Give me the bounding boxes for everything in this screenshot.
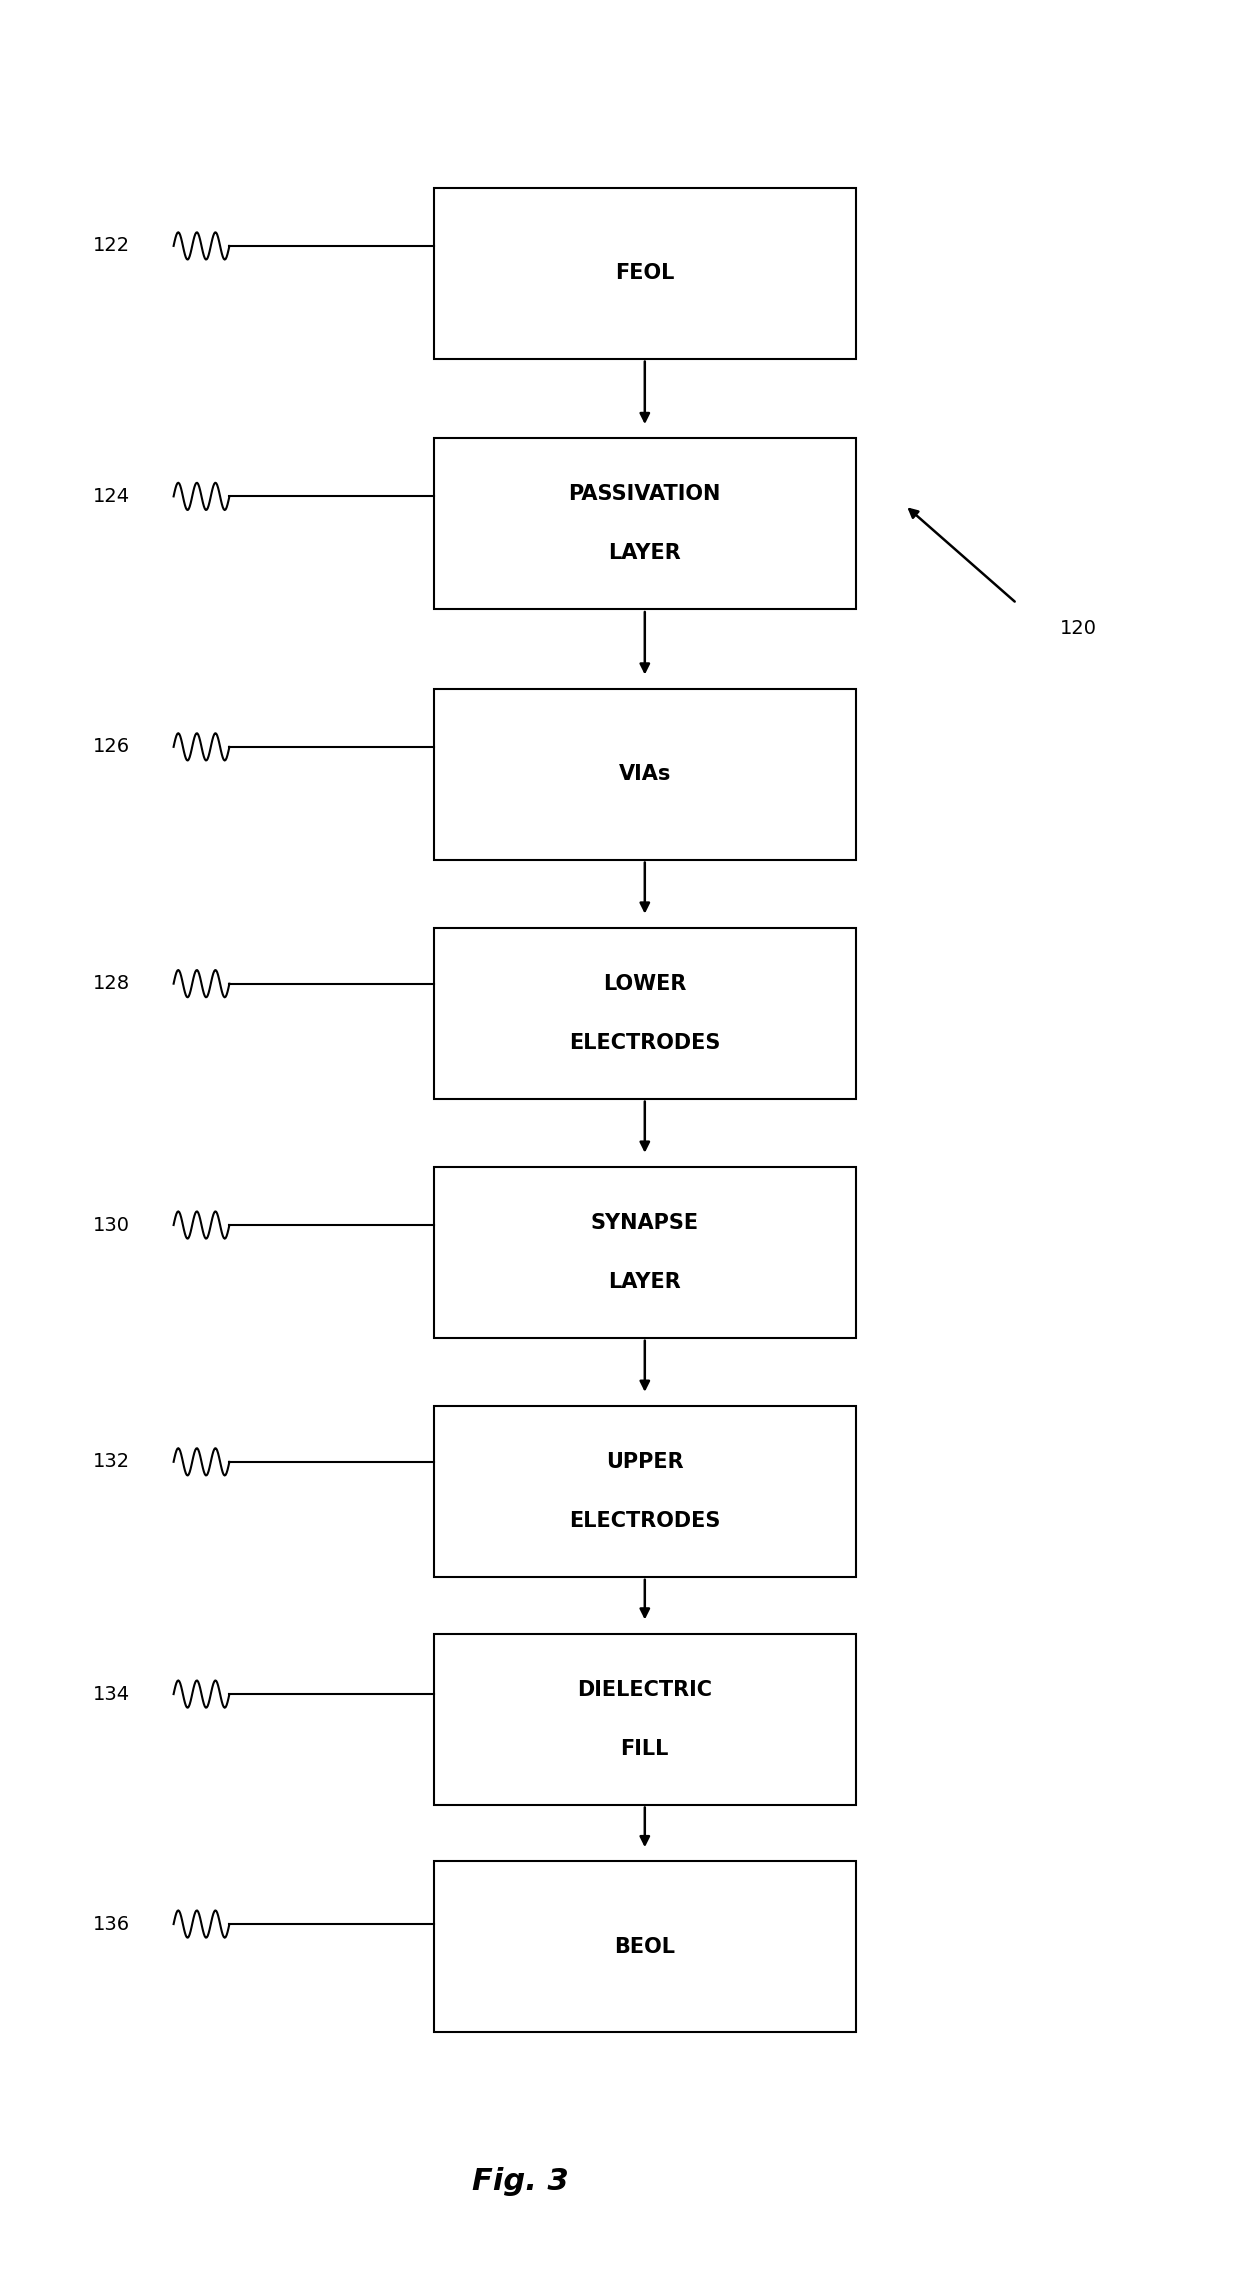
FancyBboxPatch shape — [434, 927, 856, 1098]
Text: 126: 126 — [93, 738, 130, 756]
Text: 136: 136 — [93, 1915, 130, 1933]
Text: UPPER: UPPER — [606, 1453, 683, 1471]
Text: FEOL: FEOL — [615, 264, 675, 282]
Text: VIAs: VIAs — [619, 765, 671, 783]
Text: LAYER: LAYER — [609, 544, 681, 562]
FancyBboxPatch shape — [434, 1405, 856, 1576]
FancyBboxPatch shape — [434, 1863, 856, 2031]
Text: 134: 134 — [93, 1685, 130, 1703]
Text: PASSIVATION: PASSIVATION — [569, 485, 720, 503]
FancyBboxPatch shape — [434, 688, 856, 858]
Text: 130: 130 — [93, 1216, 130, 1234]
Text: LAYER: LAYER — [609, 1273, 681, 1291]
Text: SYNAPSE: SYNAPSE — [590, 1214, 699, 1232]
Text: 122: 122 — [93, 237, 130, 255]
Text: ELECTRODES: ELECTRODES — [569, 1512, 720, 1530]
Text: FILL: FILL — [620, 1740, 670, 1758]
FancyBboxPatch shape — [434, 1635, 856, 1803]
Text: LOWER: LOWER — [603, 975, 687, 993]
Text: BEOL: BEOL — [614, 1938, 676, 1956]
Text: 120: 120 — [1060, 619, 1097, 638]
Text: 132: 132 — [93, 1453, 130, 1471]
Text: ELECTRODES: ELECTRODES — [569, 1034, 720, 1052]
Text: DIELECTRIC: DIELECTRIC — [578, 1680, 712, 1699]
FancyBboxPatch shape — [434, 187, 856, 357]
Text: 128: 128 — [93, 975, 130, 993]
FancyBboxPatch shape — [434, 1166, 856, 1337]
Text: 124: 124 — [93, 487, 130, 505]
FancyBboxPatch shape — [434, 437, 856, 608]
Text: Fig. 3: Fig. 3 — [472, 2168, 569, 2195]
